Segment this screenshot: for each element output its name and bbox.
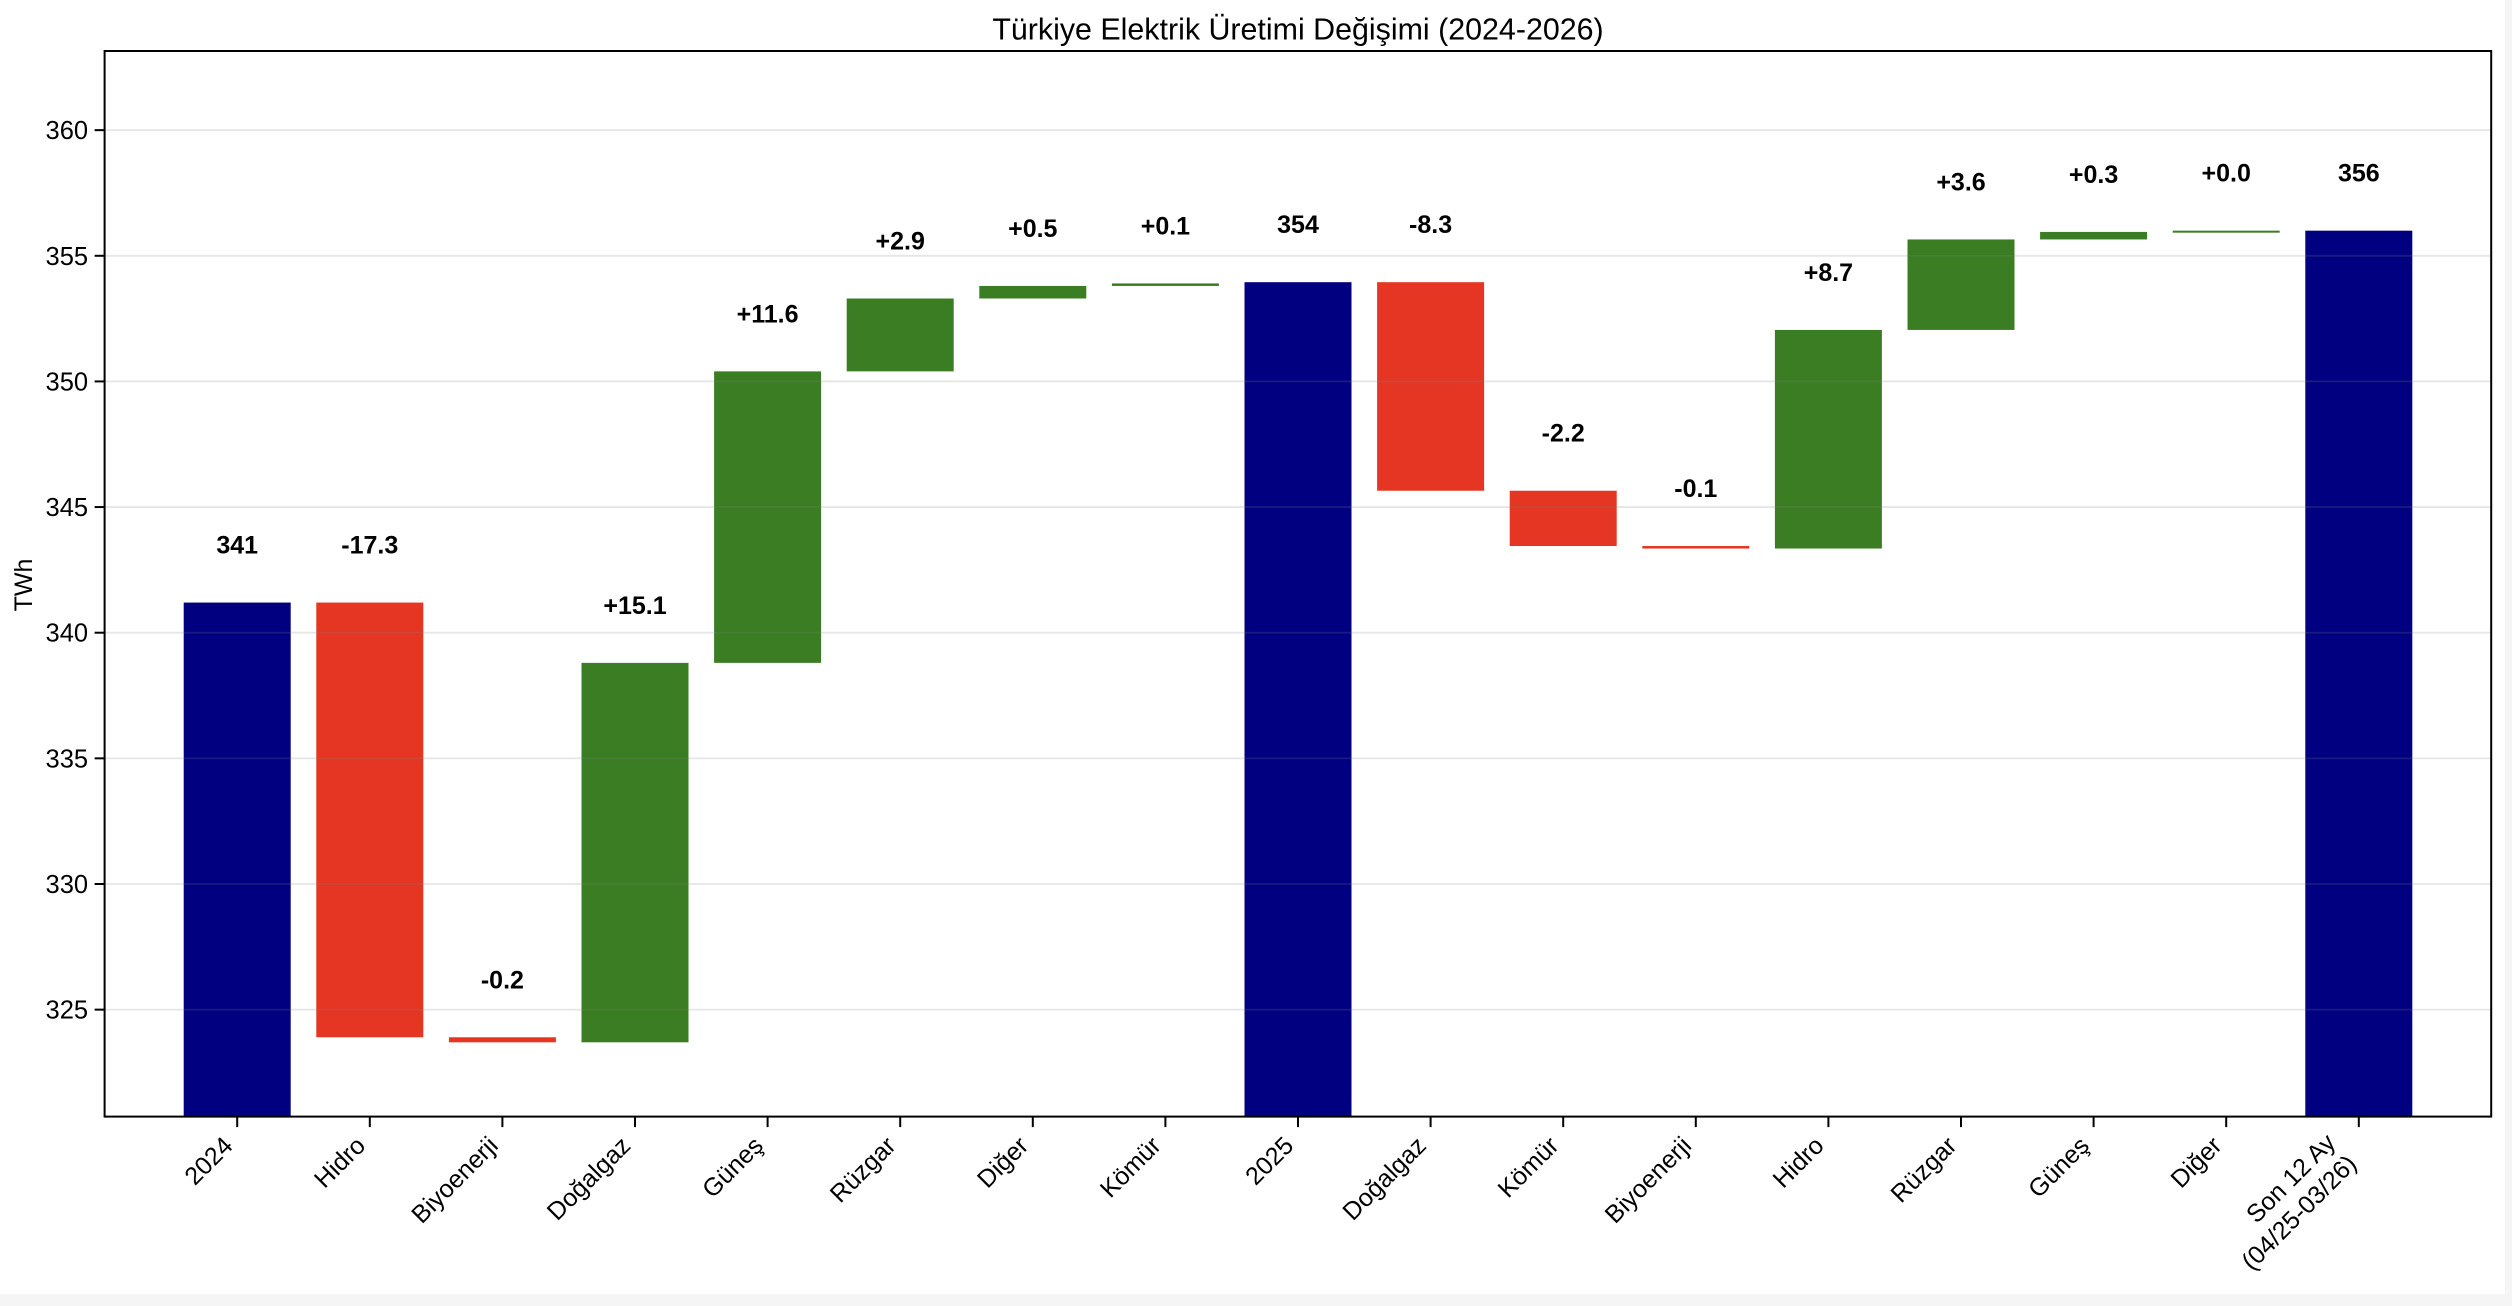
svg-text:335: 335	[46, 745, 89, 773]
svg-text:-17.3: -17.3	[341, 532, 398, 560]
svg-text:330: 330	[46, 871, 89, 899]
svg-text:345: 345	[46, 494, 89, 522]
svg-text:355: 355	[46, 243, 89, 271]
svg-text:+11.6: +11.6	[737, 300, 799, 328]
svg-text:325: 325	[46, 997, 89, 1025]
svg-text:+3.6: +3.6	[1936, 168, 1985, 196]
svg-text:+8.7: +8.7	[1804, 259, 1853, 287]
svg-text:+0.1: +0.1	[1141, 212, 1190, 240]
svg-text:+0.0: +0.0	[2202, 160, 2251, 188]
svg-text:360: 360	[46, 117, 89, 145]
svg-text:341: 341	[216, 532, 258, 560]
svg-text:-0.2: -0.2	[481, 966, 524, 994]
svg-text:340: 340	[46, 620, 89, 648]
svg-text:+15.1: +15.1	[603, 592, 666, 620]
svg-text:-8.3: -8.3	[1409, 211, 1452, 239]
svg-text:Türkiye Elektrik Üretimi Değiş: Türkiye Elektrik Üretimi Değişimi (2024-…	[992, 12, 1603, 46]
svg-text:+0.5: +0.5	[1008, 215, 1057, 243]
svg-text:354: 354	[1277, 211, 1319, 239]
svg-text:TWh: TWh	[10, 559, 38, 612]
svg-text:+0.3: +0.3	[2069, 161, 2118, 189]
svg-text:356: 356	[2338, 160, 2380, 188]
svg-text:-2.2: -2.2	[1542, 420, 1585, 448]
svg-text:+2.9: +2.9	[876, 228, 925, 256]
svg-text:350: 350	[46, 368, 89, 396]
svg-text:-0.1: -0.1	[1674, 475, 1717, 503]
